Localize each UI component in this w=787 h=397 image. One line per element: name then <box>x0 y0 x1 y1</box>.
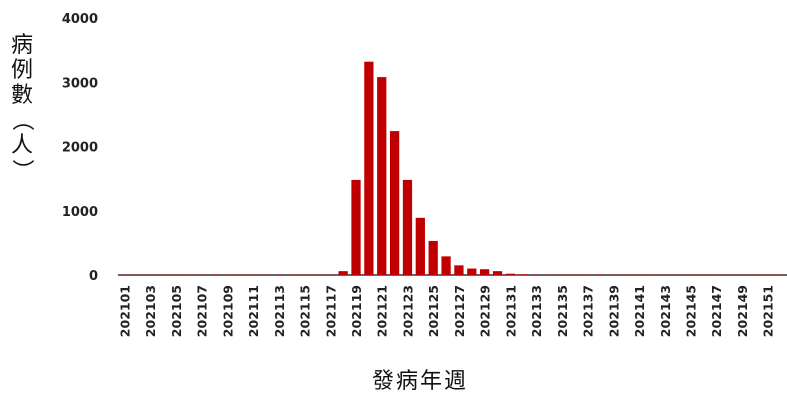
bars <box>119 61 786 275</box>
x-tick-label: 202151 <box>761 285 776 337</box>
bar-202121 <box>377 77 387 275</box>
x-tick-label: 202103 <box>143 285 158 337</box>
y-axis-label-char: 病 <box>11 33 33 58</box>
x-tick-label: 202141 <box>632 285 647 337</box>
x-tick-label: 202113 <box>272 285 287 337</box>
y-axis-label-char: （ <box>9 109 34 131</box>
x-tick-label: 202129 <box>478 285 493 337</box>
x-axis-ticks: 202101 202103 202105 202107 202109 202111 2021… <box>117 285 775 337</box>
x-tick-label: 202139 <box>606 285 621 337</box>
x-tick-label: 202145 <box>684 285 699 337</box>
x-tick-label: 202143 <box>658 285 673 337</box>
x-tick-label: 202109 <box>220 285 235 337</box>
x-tick-label: 202111 <box>246 285 261 337</box>
y-axis-label-char: ） <box>9 159 34 181</box>
bar-202128 <box>467 268 477 275</box>
bar-202130 <box>492 271 503 275</box>
bar-202122 <box>389 131 400 275</box>
bar-202125 <box>428 240 438 275</box>
x-tick-label: 202105 <box>169 285 184 337</box>
x-tick-label: 202119 <box>349 285 364 337</box>
x-tick-label: 202117 <box>323 285 338 337</box>
bar-202123 <box>402 179 413 275</box>
y-tick-label: 2000 <box>62 141 98 156</box>
x-tick-label: 202149 <box>735 285 750 337</box>
bar-202132 <box>518 274 528 275</box>
y-axis-label-char: 數 <box>11 83 33 108</box>
y-axis-label-char: 人 <box>11 133 33 158</box>
y-axis-label: 病例數（人） <box>9 33 34 181</box>
x-tick-label: 202115 <box>298 285 313 337</box>
bar-202129 <box>480 269 490 275</box>
y-tick-label: 3000 <box>62 76 98 91</box>
bar-202118 <box>338 271 348 275</box>
x-tick-label: 202101 <box>117 285 132 337</box>
y-axis-label-char: 例 <box>11 58 33 83</box>
bar-202124 <box>415 217 425 275</box>
x-tick-label: 202137 <box>581 285 596 337</box>
x-tick-label: 202127 <box>452 285 467 337</box>
y-tick-label: 4000 <box>62 12 98 27</box>
bar-202127 <box>454 265 464 275</box>
y-tick-label: 0 <box>89 269 98 284</box>
x-tick-label: 202147 <box>709 285 724 337</box>
bar-202120 <box>364 61 374 275</box>
x-tick-label: 202135 <box>555 285 570 337</box>
x-tick-label: 202125 <box>426 285 441 337</box>
x-tick-label: 202123 <box>400 285 415 337</box>
y-axis-ticks: 0 1000 2000 3000 4000 <box>62 12 98 284</box>
bar-202119 <box>351 179 361 275</box>
bar-202126 <box>441 256 451 275</box>
y-tick-label: 1000 <box>62 205 98 220</box>
x-tick-label: 202133 <box>529 285 544 337</box>
x-tick-label: 202121 <box>375 285 390 337</box>
x-axis-label: 發病年週 <box>372 369 468 394</box>
x-tick-label: 202131 <box>503 285 518 337</box>
bar-202131 <box>505 273 516 275</box>
x-tick-label: 202107 <box>195 285 210 337</box>
